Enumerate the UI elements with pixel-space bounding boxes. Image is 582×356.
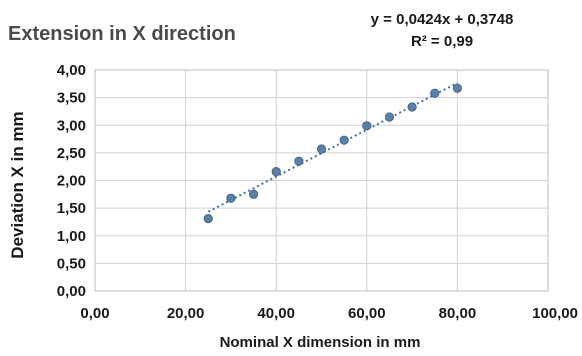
- x-axis-title: Nominal X dimension in mm: [220, 334, 421, 351]
- data-point: [407, 102, 417, 112]
- trendline-equation: y = 0,0424x + 0,3748: [371, 11, 514, 28]
- data-point: [248, 189, 259, 199]
- y-tick-label: 2,00: [57, 173, 86, 190]
- chart-title: Extension in X direction: [8, 23, 236, 45]
- y-tick-label: 1,50: [57, 200, 86, 217]
- y-tick-label: 3,50: [57, 90, 86, 107]
- y-axis-ticks: 0,00 0,50 1,00 1,50 2,00 2,50 3,00 3,50 4,00: [57, 62, 86, 300]
- x-tick-label: 80,00: [439, 305, 477, 322]
- plot-area: [94, 69, 549, 292]
- data-point: [316, 144, 327, 154]
- trendline: [207, 81, 458, 213]
- x-axis-ticks: 0,00 20,00 40,00 60,00 80,00 100,00: [80, 305, 578, 322]
- y-tick-label: 2,50: [57, 145, 86, 162]
- x-tick-label: 0,00: [80, 305, 109, 322]
- y-tick-label: 0,00: [57, 283, 86, 300]
- data-point: [362, 121, 372, 131]
- data-point: [384, 112, 395, 122]
- y-axis-title: Deviation X in mm: [8, 111, 27, 258]
- grid: [94, 69, 549, 292]
- x-tick-label: 100,00: [532, 305, 578, 322]
- data-point: [203, 214, 213, 224]
- data-point: [339, 135, 349, 145]
- data-point: [452, 83, 462, 93]
- x-tick-label: 20,00: [167, 305, 205, 322]
- data-point: [294, 156, 304, 166]
- x-tick-label: 60,00: [348, 305, 386, 322]
- trendline-r-squared: R² = 0,99: [411, 33, 473, 50]
- y-tick-label: 0,50: [57, 255, 86, 272]
- y-tick-label: 1,00: [57, 228, 86, 245]
- data-points: [203, 83, 462, 224]
- data-point: [430, 88, 440, 98]
- data-point: [226, 193, 236, 203]
- x-tick-label: 40,00: [257, 305, 295, 322]
- y-tick-label: 3,00: [57, 117, 86, 134]
- y-tick-label: 4,00: [57, 62, 86, 79]
- data-point: [271, 167, 281, 177]
